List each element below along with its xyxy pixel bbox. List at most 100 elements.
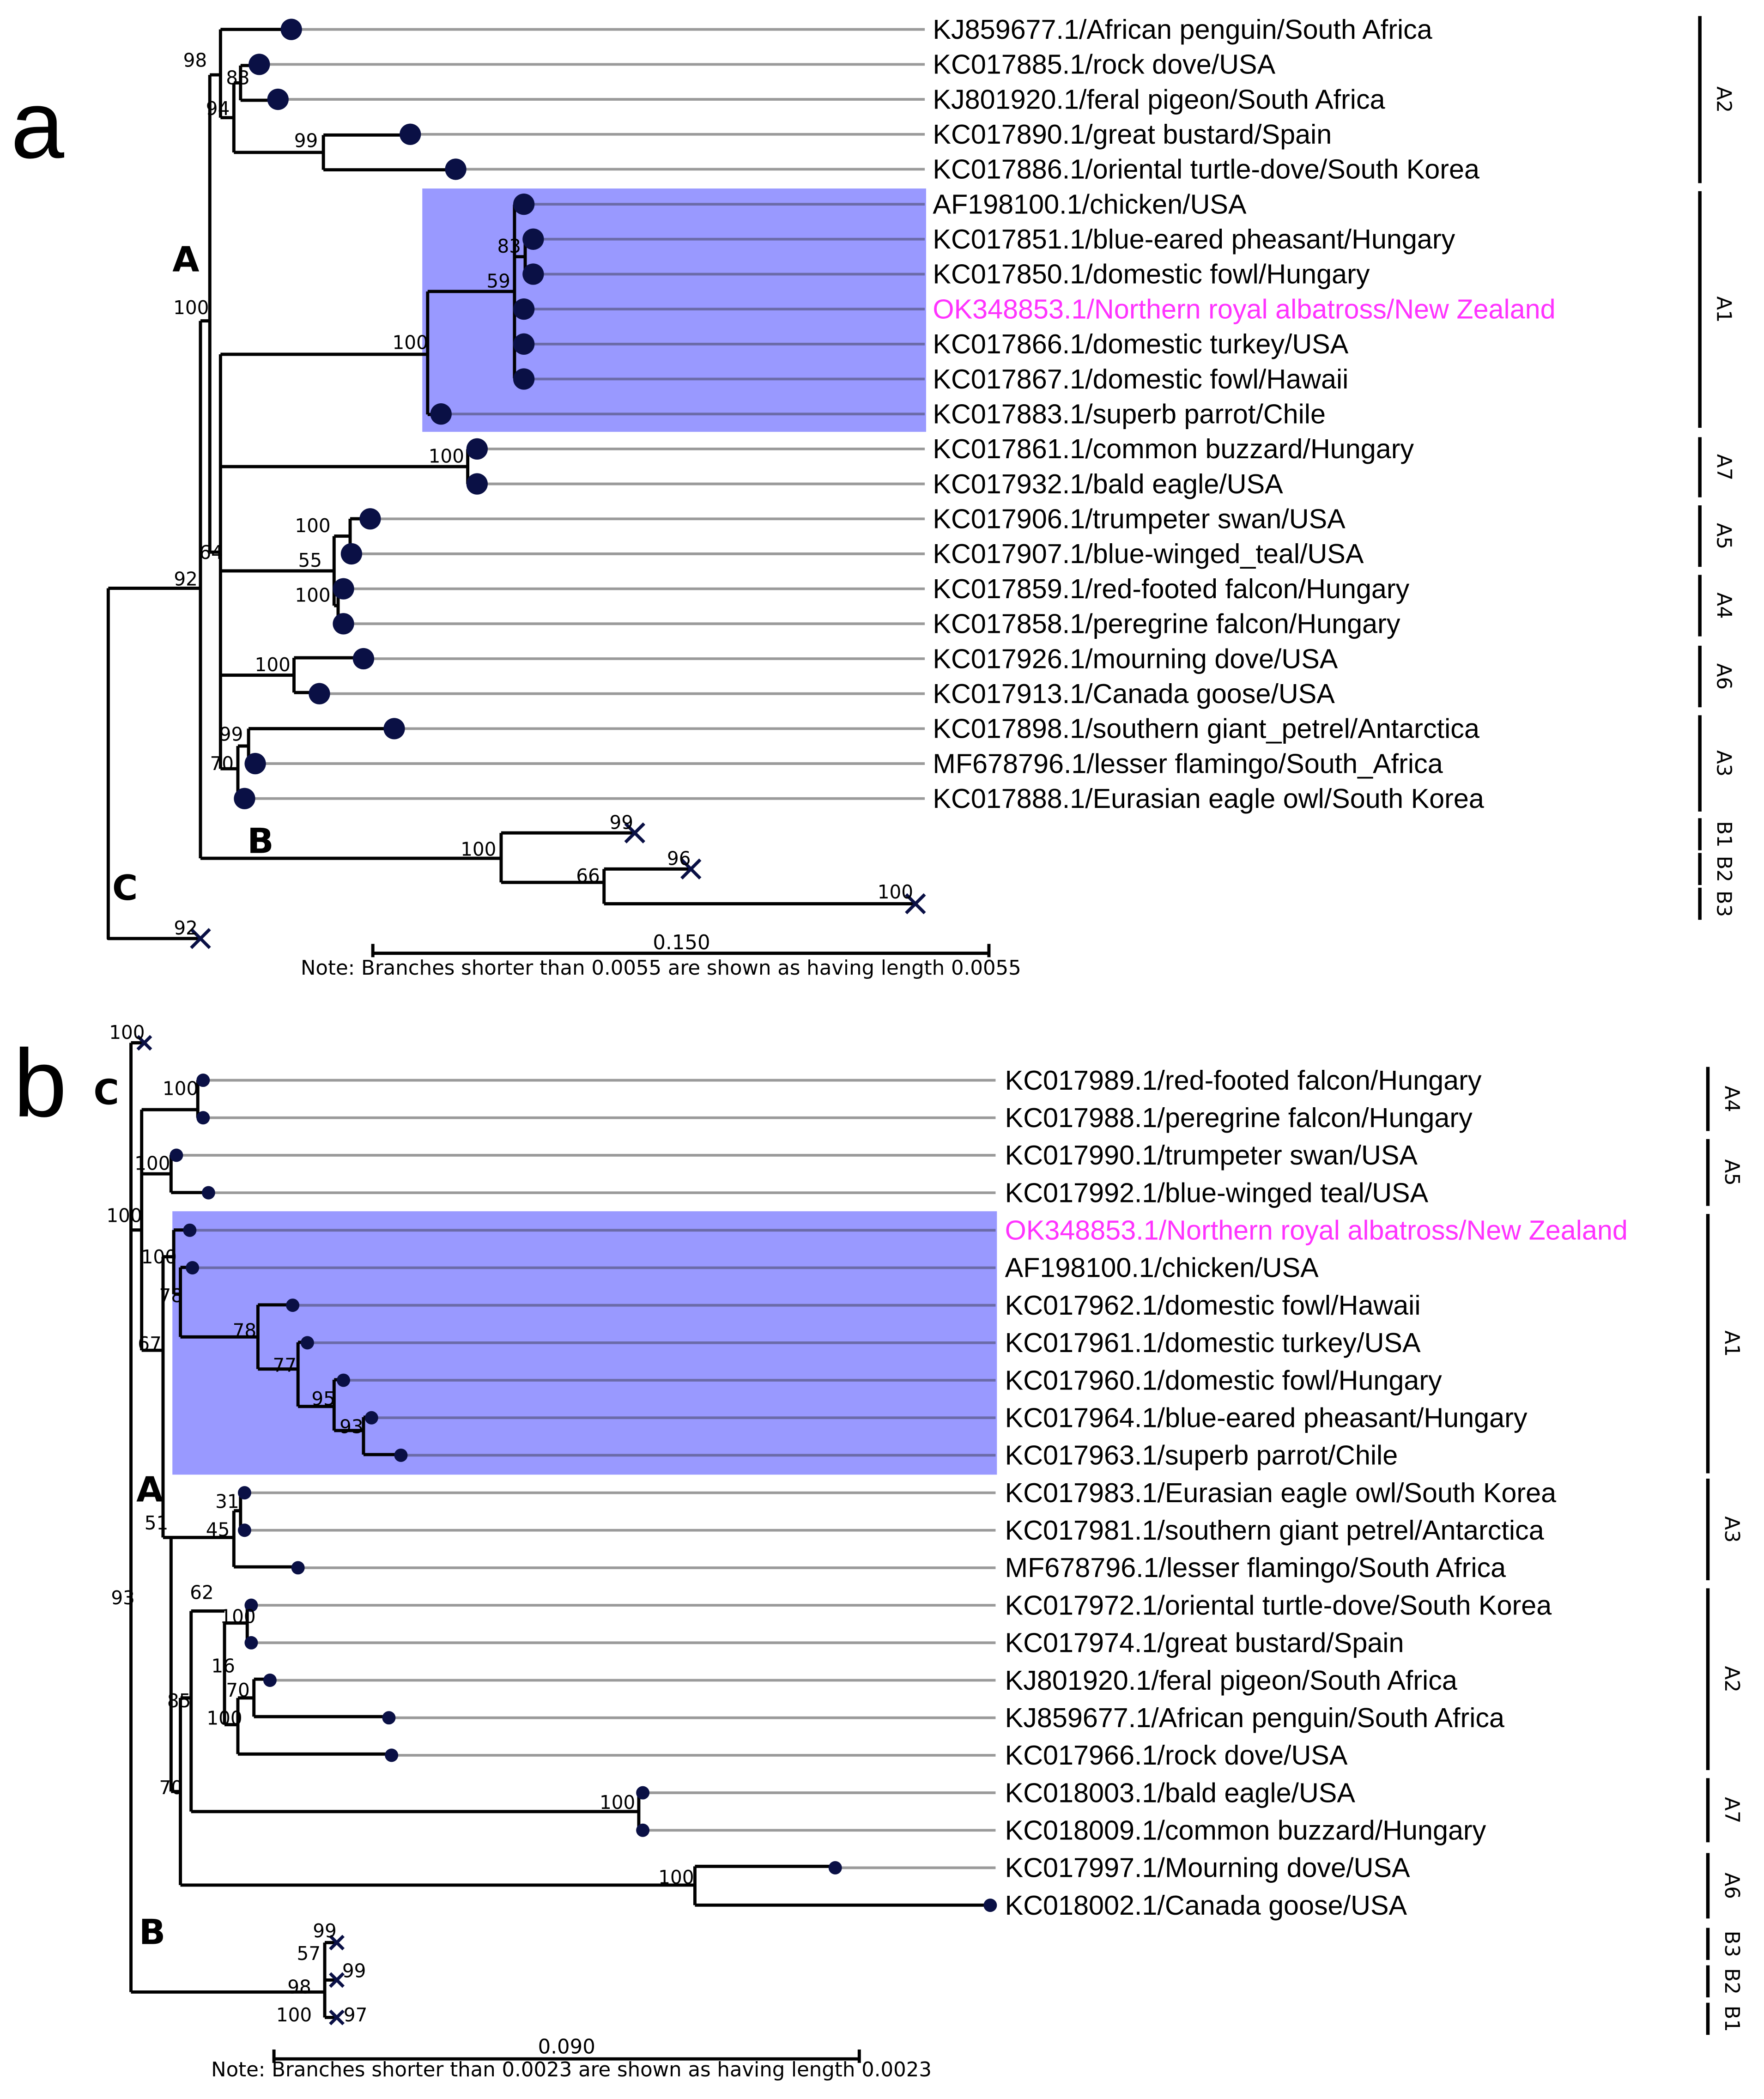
leaf-label: KC017972.1/oriental turtle-dove/South Ko… [1005,1589,1552,1620]
clade-letter-A: A [136,1469,163,1510]
leaf-node-dot [382,1711,396,1725]
bootstrap-value: 93 [111,1587,135,1609]
clade-label: B3 [1712,891,1735,917]
bootstrap-value: 45 [206,1519,230,1541]
panel-letter-b: b [13,1030,67,1137]
bootstrap-value: 98 [183,49,207,72]
leaf-label: KC017974.1/great bustard/Spain [1005,1627,1404,1658]
bootstrap-value: 99 [610,811,634,833]
leaf-node-dot [244,1598,258,1612]
leaf-label: KC017963.1/superb parrot/Chile [1005,1440,1398,1471]
bootstrap-value: 100 [600,1791,635,1814]
leaf-node-dot [300,1336,314,1350]
leaf-label: KC017861.1/common buzzard/Hungary [933,433,1414,464]
leaf-label: KC017858.1/peregrine falcon/Hungary [933,608,1400,639]
leaf-node-dot [309,683,330,704]
leaf-label: KC017851.1/blue-eared pheasant/Hungary [933,224,1455,255]
leaf-label: KC017981.1/southern giant petrel/Antarct… [1005,1515,1544,1546]
leaf-label: KC017990.1/trumpeter swan/USA [1005,1140,1418,1171]
leaf-node-dot [170,1148,183,1162]
panel-a: a A B C KJ859677.1/African penguin/South… [11,14,1735,980]
leaf-label: KC017859.1/red-footed falcon/Hungary [933,573,1409,604]
clade-label: B1 [1720,2006,1743,2032]
leaf-node-dot [522,263,544,285]
leaf-label: OK348853.1/Northern royal albatross/New … [933,293,1555,324]
leaf-node-dot [263,1674,277,1687]
leaf-label: KC017989.1/red-footed falcon/Hungary [1005,1065,1482,1096]
leaf-label: KC017962.1/domestic fowl/Hawaii [1005,1290,1421,1321]
bootstrap-value: 78 [233,1319,257,1341]
bootstrap-value: 100 [134,1152,170,1174]
leaf-node-dot [430,403,452,425]
leaf-node-dot [385,1748,399,1762]
collapsed-leaf-x-icon [136,1035,152,1051]
leaf-label: AF198100.1/chicken/USA [933,188,1247,219]
leaf-label: KC017883.1/superb parrot/Chile [933,398,1326,429]
leaf-node-dot [186,1261,200,1274]
clade-label: A2 [1712,86,1735,113]
bootstrap-value: 100 [206,1707,242,1729]
leaf-label: KC017961.1/domestic turkey/USA [1005,1327,1421,1358]
leaf-label: KC017866.1/domestic turkey/USA [933,328,1348,359]
leaf-node-dot [359,508,381,530]
bootstrap-value: 100 [393,331,428,353]
leaf-label: KC017988.1/peregrine falcon/Hungary [1005,1102,1473,1133]
leaf-label: KC017966.1/rock dove/USA [1005,1740,1348,1771]
leaf-label: KC017926.1/mourning dove/USA [933,643,1338,674]
bootstrap-value: 83 [497,235,521,257]
leaf-node-dot [522,228,544,250]
clade-label: B3 [1720,1931,1743,1957]
leaf-label: KC017997.1/Mourning dove/USA [1005,1852,1410,1883]
leaf-node-dot [466,473,488,495]
leaf-node-dot [183,1223,197,1237]
clade-letter-C: C [94,1072,119,1113]
leaf-label: KC017850.1/domestic fowl/Hungary [933,259,1370,290]
clade-label: B2 [1712,856,1735,882]
clade-letter-A: A [172,239,199,280]
leaf-node-dot [828,1861,842,1875]
bootstrap-value: 59 [486,270,510,292]
collapsed-leaf-x-icon [680,858,702,880]
clade-label: A2 [1720,1666,1743,1693]
scale-note-b: Note: Branches shorter than 0.0023 are s… [211,2058,932,2081]
bootstrap-value: 66 [576,865,600,887]
bootstrap-value: 92 [174,917,198,939]
bootstrap-value: 100 [461,838,496,860]
leaf-label: KJ859677.1/African penguin/South Africa [933,14,1432,45]
scale-label-a: 0.150 [653,931,710,954]
leaf-label: AF198100.1/chicken/USA [1005,1252,1319,1283]
leaf-node-dot [983,1899,997,1912]
leaf-node-dot [340,543,363,565]
leaf-node-dot [636,1786,650,1800]
bootstrap-value: 100 [658,1866,694,1888]
bootstrap-value: 83 [226,67,250,89]
leaf-node-dot [445,158,467,180]
bootstrap-value: 97 [344,2004,368,2026]
leaf-node-dot [352,648,375,670]
leaf-label: KJ801920.1/feral pigeon/South Africa [1005,1665,1457,1696]
leaf-label: KC017885.1/rock dove/USA [933,49,1275,80]
clade-label: A5 [1712,523,1735,549]
leaf-node-dot [267,88,289,110]
leaf-label: MF678796.1/lesser flamingo/South Africa [1005,1552,1506,1583]
leaf-label: KC017867.1/domestic fowl/Hawaii [933,364,1348,394]
leaf-label: KC017960.1/domestic fowl/Hungary [1005,1365,1442,1395]
clade-label: A3 [1720,1516,1743,1542]
bootstrap-value: 85 [167,1690,191,1712]
leaf-label: MF678796.1/lesser flamingo/South_Africa [933,748,1443,779]
bootstrap-value: 78 [159,1285,183,1307]
bootstrap-value: 55 [298,549,322,571]
bootstrap-value: 70 [159,1777,183,1799]
leaf-node-dot [394,1448,408,1462]
collapsed-leaf-x-icon [190,928,211,949]
leaf-node-dot [286,1298,300,1312]
leaf-label: KJ801920.1/feral pigeon/South Africa [933,84,1385,115]
bootstrap-value: 93 [339,1416,364,1438]
leaf-label: KC017964.1/blue-eared pheasant/Hungary [1005,1402,1528,1433]
bootstrap-value: 100 [173,297,209,319]
leaf-node-dot [237,1486,251,1500]
panel-letter-a: a [11,71,64,178]
collapsed-leaf-x-icon [329,2009,345,2026]
leaf-node-dot [333,578,354,600]
